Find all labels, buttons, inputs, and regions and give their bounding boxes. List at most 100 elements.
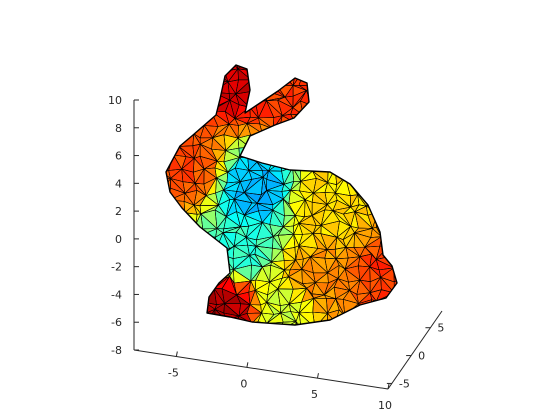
mesh-face	[216, 255, 224, 271]
mesh-face	[170, 260, 183, 272]
mesh-edge	[194, 293, 204, 302]
mesh-edge	[366, 68, 384, 79]
mesh-face	[186, 305, 196, 311]
mesh-edge	[163, 85, 175, 97]
mesh-face	[184, 68, 193, 80]
mesh-face	[368, 326, 381, 334]
mesh-edge	[327, 158, 335, 172]
mesh-edge	[390, 170, 399, 185]
mesh-edge	[183, 244, 193, 260]
mesh-edge	[335, 156, 350, 169]
mesh-edge	[399, 233, 409, 247]
mesh-face	[382, 58, 392, 68]
mesh-face	[370, 177, 382, 193]
mesh-face	[399, 168, 414, 178]
mesh-face	[370, 171, 382, 183]
mesh-face	[404, 123, 417, 135]
mesh-face	[305, 147, 315, 163]
mesh-face	[326, 116, 338, 129]
mesh-face	[393, 84, 404, 92]
mesh-face	[203, 107, 211, 113]
mesh-edge	[183, 257, 196, 268]
mesh-edge	[326, 322, 336, 334]
mesh-edge	[158, 137, 172, 144]
z-tick-label: -8	[111, 344, 122, 357]
mesh-face	[390, 224, 400, 233]
mesh-face	[197, 112, 204, 126]
mesh-face	[354, 84, 370, 93]
mesh-edge	[201, 69, 214, 78]
mesh-edge	[307, 136, 317, 147]
mesh-edge	[381, 122, 388, 135]
mesh-face	[170, 272, 178, 283]
mesh-edge	[174, 281, 184, 293]
mesh-face	[161, 270, 170, 282]
mesh-face	[377, 144, 389, 155]
mesh-face	[357, 90, 370, 103]
mesh-face	[301, 115, 310, 130]
mesh-face	[311, 70, 325, 86]
mesh-edge	[234, 324, 252, 337]
mesh-face	[172, 224, 183, 235]
mesh-face	[366, 68, 380, 84]
mesh-edge	[398, 291, 409, 303]
mesh-face	[201, 69, 214, 78]
mesh-face	[157, 106, 169, 116]
mesh-face	[328, 129, 338, 140]
mesh-face	[175, 80, 184, 97]
mesh-face	[169, 115, 185, 129]
mesh-edge	[336, 134, 350, 145]
mesh-face	[376, 155, 388, 171]
mesh-edge	[157, 325, 172, 336]
mesh-edge	[170, 260, 183, 272]
mesh-face	[400, 223, 412, 234]
mesh-face	[394, 291, 405, 302]
mesh-face	[362, 123, 367, 141]
mesh-edge	[388, 135, 406, 144]
mesh-face	[394, 256, 399, 268]
mesh-face	[159, 293, 174, 304]
mesh-edge	[370, 78, 380, 93]
mesh-edge	[360, 128, 366, 141]
z-tick-label: 2	[115, 205, 122, 218]
mesh-face	[357, 147, 372, 162]
mesh-face	[169, 97, 183, 104]
mesh-edge	[159, 304, 173, 313]
mesh-edge	[194, 294, 204, 303]
mesh-edge	[399, 162, 414, 173]
mesh-face	[272, 129, 284, 139]
mesh-edge	[299, 147, 315, 163]
mesh-edge	[402, 93, 411, 105]
mesh-edge	[169, 58, 184, 70]
mesh-edge	[336, 145, 350, 160]
mesh-edge	[193, 248, 207, 257]
mesh-face	[178, 281, 194, 294]
mesh-edge	[404, 203, 413, 217]
mesh-face	[214, 254, 223, 266]
mesh-edge	[366, 133, 384, 144]
mesh-edge	[393, 202, 404, 217]
mesh-face	[388, 232, 400, 247]
mesh-edge	[203, 60, 214, 70]
mesh-edge	[251, 324, 255, 337]
mesh-edge	[368, 301, 380, 314]
mesh-edge	[193, 236, 201, 251]
mesh-edge	[360, 315, 368, 327]
mesh-face	[402, 101, 417, 118]
mesh-edge	[340, 90, 348, 106]
mesh-face	[362, 119, 373, 128]
mesh-face	[169, 102, 183, 116]
mesh-edge	[355, 166, 370, 182]
mesh-edge	[405, 135, 417, 144]
mesh-edge	[261, 82, 268, 93]
mesh-edge	[170, 70, 184, 80]
mesh-face	[324, 70, 339, 80]
mesh-face	[399, 217, 410, 224]
mesh-edge	[159, 224, 172, 234]
mesh-face	[250, 56, 262, 72]
mesh-edge	[405, 302, 417, 315]
mesh-edge	[354, 68, 366, 85]
mesh-edge	[344, 70, 355, 84]
mesh-face	[295, 123, 306, 137]
mesh-edge	[192, 60, 207, 68]
